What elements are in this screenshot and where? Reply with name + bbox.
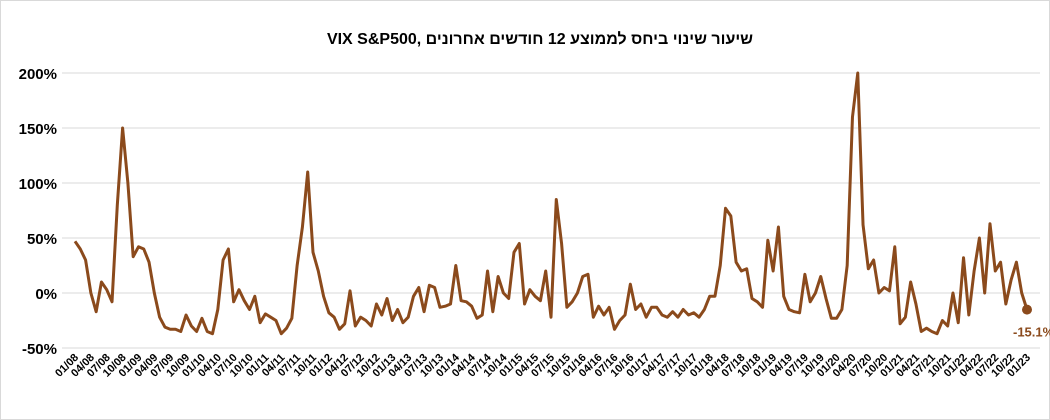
y-tick-label: 0%: [35, 286, 57, 303]
data-label: -15.1%: [1013, 325, 1050, 340]
y-tick-label: 100%: [19, 176, 57, 193]
y-tick-label: 200%: [19, 66, 57, 83]
y-tick-label: 150%: [19, 121, 57, 138]
y-tick-label: 50%: [27, 231, 57, 248]
y-tick-label: -50%: [22, 341, 57, 358]
end-marker: [1022, 304, 1032, 315]
chart-title: VIX S&P500, שיעור שינוי ביחס לממוצע 12 ח…: [327, 30, 753, 48]
line: [73, 71, 1029, 336]
